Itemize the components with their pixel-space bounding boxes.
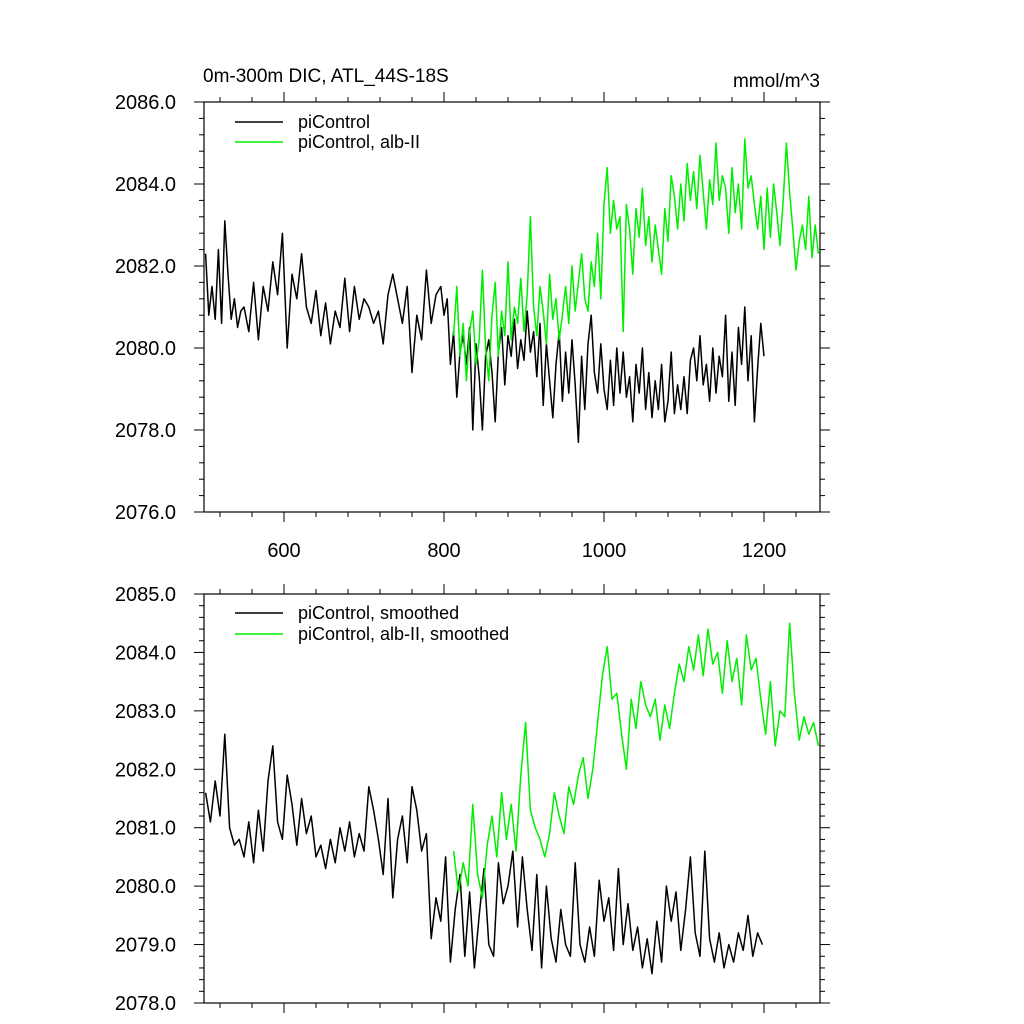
y-tick-label: 2078.0 — [115, 993, 176, 1015]
y-tick-label: 2079.0 — [115, 935, 176, 957]
legend-label-alb-ii-smoothed: piControl, alb-II, smoothed — [298, 624, 509, 644]
legend: piControl piControl, alb-II — [235, 112, 420, 152]
legend-label-picontrol-smoothed: piControl, smoothed — [298, 603, 459, 623]
y-tick-label: 2084.0 — [115, 174, 176, 196]
x-tick-label: 1200 — [742, 540, 787, 562]
series-line-picontrol — [204, 220, 765, 444]
panel-top: 0m-300m DIC, ATL_44S-18S mmol/m^3 piCont… — [115, 66, 830, 562]
y-tick-label: 2078.0 — [115, 420, 176, 442]
panel-bottom: piControl, smoothed piControl, alb-II, s… — [115, 584, 830, 1015]
units-label: mmol/m^3 — [733, 71, 820, 92]
y-tick-label: 2084.0 — [115, 642, 176, 664]
series-line-picontrol-alb-ii — [452, 138, 820, 382]
legend: piControl, smoothed piControl, alb-II, s… — [235, 603, 509, 644]
x-tick-label: 800 — [427, 540, 460, 562]
y-tick-label: 2082.0 — [115, 759, 176, 781]
legend-label-picontrol: piControl — [298, 112, 370, 132]
y-tick-label: 2086.0 — [115, 92, 176, 114]
series-line-picontrol-alb-ii-smoothed — [452, 622, 820, 899]
x-tick-label: 1000 — [582, 540, 627, 562]
series-line-picontrol-smoothed — [204, 733, 764, 975]
y-tick-label: 2085.0 — [115, 584, 176, 606]
plot-frame — [203, 101, 821, 513]
legend-label-alb-ii: piControl, alb-II — [298, 132, 420, 152]
x-tick-label: 600 — [267, 540, 300, 562]
y-tick-label: 2083.0 — [115, 701, 176, 723]
y-tick-label: 2081.0 — [115, 818, 176, 840]
plot-frame — [203, 593, 821, 1004]
y-tick-label: 2076.0 — [115, 502, 176, 524]
y-tick-label: 2082.0 — [115, 256, 176, 278]
chart-title: 0m-300m DIC, ATL_44S-18S — [203, 66, 449, 87]
y-tick-label: 2080.0 — [115, 338, 176, 360]
y-tick-label: 2080.0 — [115, 876, 176, 898]
